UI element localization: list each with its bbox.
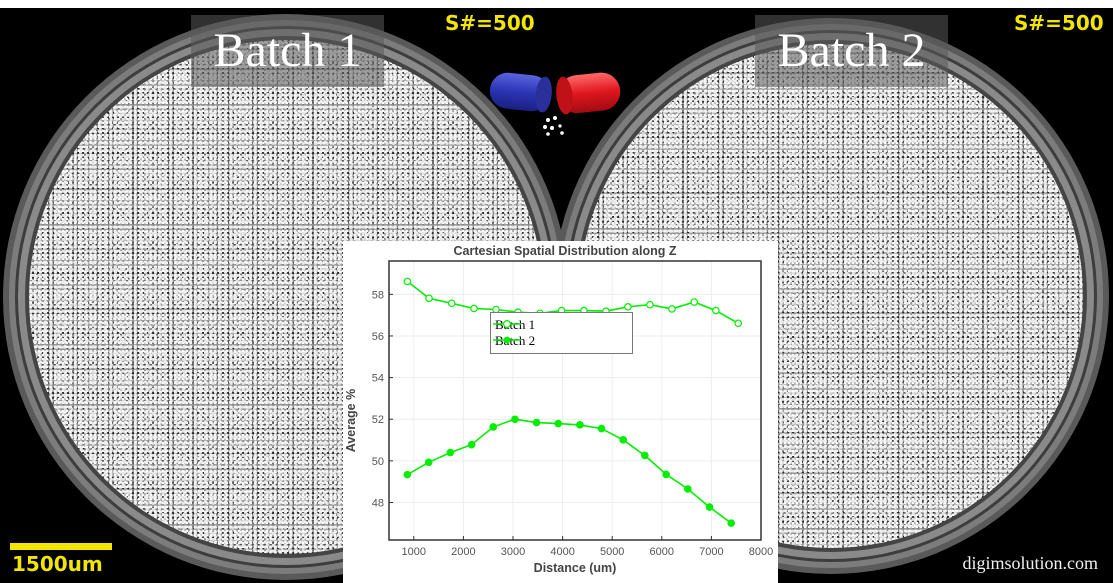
capsule-icon [489,72,621,136]
x-tick-label: 4000 [550,546,574,558]
data-point [668,305,676,313]
y-axis-label: Average % [344,389,358,452]
y-tick-label: 48 [372,498,384,510]
series-line-batch-2 [406,418,732,524]
data-point [646,300,654,309]
open-circle-marker-icon [493,319,521,329]
watermark: digimsolution.com [962,553,1098,573]
y-tick-label: 52 [372,414,384,426]
data-point [489,423,498,431]
data-point [734,319,743,328]
x-tick-label: 6000 [650,546,674,558]
plot-area [388,260,762,541]
y-tick-label: 58 [372,289,384,301]
slice-number-right: S#=500 [1014,11,1104,35]
data-point [712,306,720,315]
data-point [641,451,649,460]
data-point [447,299,456,308]
ct-scan-composite: Batch 1 Batch 2 S#=500 S#=500 1500um dig… [0,8,1113,583]
scale-bar-label: 1500um [12,552,103,576]
scale-bar [10,543,112,550]
x-tick-label: 3000 [501,546,525,558]
data-point [470,304,478,313]
data-point [619,436,628,444]
data-point [554,419,563,428]
legend-item-batch-1: Batch 1 [491,317,535,333]
data-point [403,470,412,479]
data-point [684,485,692,493]
series-line-batch-1 [406,280,739,324]
chart-title: Cartesian Spatial Distribution along Z [454,244,677,258]
batch-1-label: Batch 1 [191,15,384,87]
data-point [624,303,632,311]
chart-legend: Batch 1 Batch 2 [490,312,633,354]
x-tick-label: 2000 [451,546,475,558]
x-axis-label: Distance (um) [534,561,617,575]
data-point [467,440,476,449]
slice-number-left: S#=500 [445,11,535,35]
data-point [425,294,433,303]
data-point [446,448,455,457]
chart-plot: Cartesian Spatial Distribution along Z 10… [344,244,773,575]
x-tick-label: 5000 [600,546,624,558]
filled-circle-marker-icon [493,336,521,344]
data-point [403,277,412,286]
data-point [576,421,584,429]
data-point [705,503,714,511]
spatial-distribution-chart: Cartesian Spatial Distribution along Z 10… [343,241,778,583]
data-point [424,458,433,467]
data-point [690,298,699,306]
data-point [597,424,606,433]
y-tick-label: 50 [372,456,384,468]
legend-item-batch-2: Batch 2 [491,333,535,349]
data-point [727,519,735,527]
x-tick-label: 8000 [749,546,773,558]
x-tick-label: 7000 [699,546,723,558]
data-point [511,415,519,424]
data-point [532,418,541,427]
data-point [662,470,670,479]
y-tick-label: 54 [372,373,384,385]
batch-2-label: Batch 2 [755,15,948,87]
x-tick-label: 1000 [402,546,426,558]
y-tick-label: 56 [372,331,384,343]
